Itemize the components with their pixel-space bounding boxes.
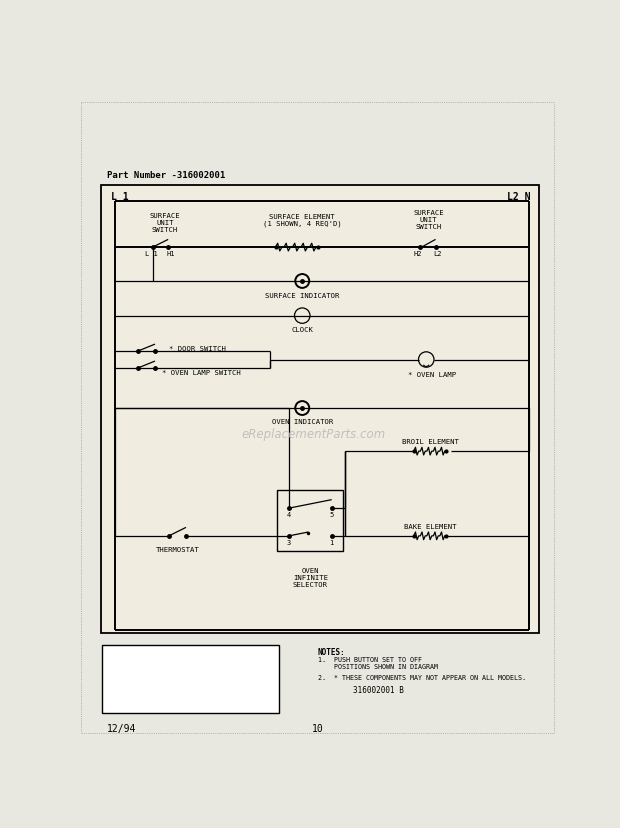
Text: 1-3: 1-3 xyxy=(110,672,124,681)
Text: CYCLES: CYCLES xyxy=(237,685,265,694)
Text: H2: H2 xyxy=(414,251,422,257)
Text: X: X xyxy=(153,672,157,681)
Text: 4-5: 4-5 xyxy=(110,685,124,694)
Text: L2 N: L2 N xyxy=(507,192,531,202)
Text: H1: H1 xyxy=(166,251,175,257)
Text: OVEN
INFINITE
SELECTOR: OVEN INFINITE SELECTOR xyxy=(293,567,328,587)
Text: X: X xyxy=(198,685,203,694)
Text: 12/94: 12/94 xyxy=(107,724,136,734)
Text: SURFACE INDICATOR: SURFACE INDICATOR xyxy=(265,292,339,298)
Text: NOTES:: NOTES: xyxy=(317,647,345,656)
Text: VARI-BROIL: VARI-BROIL xyxy=(229,658,272,665)
Bar xyxy=(100,185,539,633)
Text: BAKE ELEMENT: BAKE ELEMENT xyxy=(404,523,456,529)
Bar xyxy=(278,490,343,551)
Text: 3: 3 xyxy=(287,539,291,546)
Text: SW
CONTACT: SW CONTACT xyxy=(102,655,132,668)
Text: 5: 5 xyxy=(330,511,334,517)
Text: SURFACE
UNIT
SWITCH: SURFACE UNIT SWITCH xyxy=(414,210,444,230)
Text: eReplacementParts.com: eReplacementParts.com xyxy=(242,427,386,440)
Text: Part Number -316002001: Part Number -316002001 xyxy=(107,171,225,181)
Text: OVEN  INFINITE  SELECTOR: OVEN INFINITE SELECTOR xyxy=(131,647,250,655)
Bar xyxy=(102,645,279,713)
Text: 316002001 B: 316002001 B xyxy=(353,686,404,695)
Text: * OVEN LAMP: * OVEN LAMP xyxy=(409,372,456,378)
Text: CLOCK: CLOCK xyxy=(291,327,313,333)
Text: 4: 4 xyxy=(287,511,291,517)
Text: BROIL: BROIL xyxy=(190,658,211,665)
Text: 1: 1 xyxy=(330,539,334,546)
Text: * OVEN LAMP SWITCH: * OVEN LAMP SWITCH xyxy=(162,369,241,375)
Text: SURFACE
UNIT
SWITCH: SURFACE UNIT SWITCH xyxy=(150,213,180,233)
Text: X INDICATES CONTACTS CLOSED: X INDICATES CONTACTS CLOSED xyxy=(133,701,248,708)
Text: CYCLES: CYCLES xyxy=(141,685,169,694)
Text: 2.  * THESE COMPONENTS MAY NOT APPEAR ON ALL MODELS.: 2. * THESE COMPONENTS MAY NOT APPEAR ON … xyxy=(317,675,526,681)
Text: 1.  PUSH BUTTON SET TO OFF
    POSITIONS SHOWN IN DIAGRAM: 1. PUSH BUTTON SET TO OFF POSITIONS SHOW… xyxy=(317,656,438,669)
Text: THERMOSTAT: THERMOSTAT xyxy=(156,546,200,552)
Text: BROIL ELEMENT: BROIL ELEMENT xyxy=(402,439,459,445)
Text: * DOOR SWITCH: * DOOR SWITCH xyxy=(169,345,226,352)
Text: L 1: L 1 xyxy=(144,251,157,257)
Text: BAKE: BAKE xyxy=(146,658,164,665)
Text: L2: L2 xyxy=(433,251,442,257)
Text: 10: 10 xyxy=(312,724,324,734)
Text: OVEN INDICATOR: OVEN INDICATOR xyxy=(272,418,333,425)
Text: L 1: L 1 xyxy=(111,192,128,202)
Text: SURFACE ELEMENT
(1 SHOWN, 4 REQ'D): SURFACE ELEMENT (1 SHOWN, 4 REQ'D) xyxy=(263,214,342,227)
